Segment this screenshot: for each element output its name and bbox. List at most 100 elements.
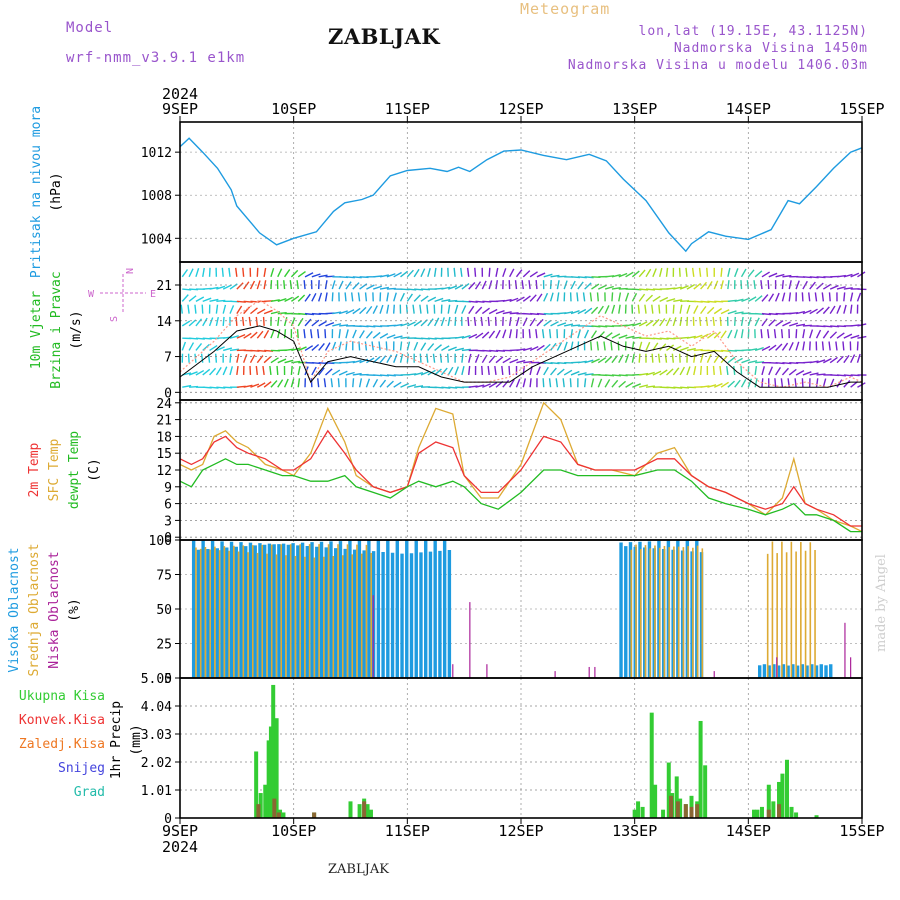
- wind-barb: [775, 366, 782, 376]
- y-tick-label: 15: [156, 447, 172, 462]
- y-tick-label: 0: [164, 672, 172, 687]
- model-label: Model: [66, 20, 114, 36]
- y-tick-label: 0: [164, 531, 172, 546]
- wind-barb: [631, 341, 635, 351]
- wind-barb: [713, 382, 723, 388]
- wind-barb: [195, 318, 203, 327]
- wind-barb: [651, 353, 654, 363]
- wind-barb: [345, 309, 355, 315]
- wind-barb: [379, 274, 390, 278]
- wind-barb: [822, 283, 832, 290]
- y-tick-label: 50: [156, 603, 172, 618]
- wind-barb: [407, 384, 417, 388]
- wind-barb: [850, 334, 860, 339]
- wind-barb: [325, 368, 333, 376]
- wind-compass: W E N S: [88, 268, 156, 322]
- wind-barb: [516, 348, 526, 352]
- wind-barb: [740, 378, 747, 388]
- wind-barb: [665, 317, 671, 327]
- wind-barb: [727, 329, 733, 339]
- y-axis-label: Pritisak na nivou mora: [29, 106, 44, 278]
- wind-barb: [365, 330, 373, 339]
- wind-barb: [809, 281, 816, 290]
- wind-barb: [569, 378, 572, 388]
- wind-barb: [529, 346, 539, 352]
- wind-barb: [345, 360, 355, 364]
- precip-bar: [640, 806, 645, 818]
- wind-barb: [365, 305, 373, 315]
- wind-barb: [523, 360, 533, 364]
- wind-barb: [638, 321, 648, 327]
- wind-barb: [324, 342, 331, 351]
- wind-barb: [393, 354, 398, 363]
- wind-barb: [816, 307, 824, 315]
- wind-barb: [816, 282, 824, 290]
- wind-barb: [693, 305, 699, 314]
- wind-barb: [441, 286, 451, 290]
- wind-barb: [331, 292, 334, 302]
- precip-bar: [789, 806, 794, 818]
- wind-barb: [215, 316, 219, 327]
- wind-barb: [461, 334, 471, 339]
- wind-barb: [188, 295, 197, 302]
- wind-barb: [454, 284, 464, 290]
- wind-barb: [596, 341, 599, 351]
- wind-barb: [658, 267, 663, 277]
- wind-barb: [202, 297, 212, 303]
- wind-barb: [241, 316, 245, 326]
- wind-barb: [734, 329, 738, 339]
- wind-barb: [419, 304, 422, 314]
- pressure-line: [179, 137, 863, 253]
- wind-barb: [638, 269, 646, 278]
- wind-barb: [638, 293, 646, 302]
- wind-barb: [556, 368, 565, 376]
- wind-barb: [618, 354, 624, 364]
- wind-barb: [181, 269, 189, 278]
- precip-bar: [784, 759, 789, 818]
- wind-barb: [686, 283, 696, 290]
- wind-barb: [248, 316, 252, 326]
- wind-barb: [263, 381, 272, 388]
- wind-barb: [645, 319, 654, 327]
- wind-barb: [564, 323, 574, 327]
- wind-barb: [413, 372, 424, 376]
- wind-barb: [379, 379, 387, 388]
- wind-barb: [352, 372, 362, 376]
- wind-barb: [214, 353, 218, 363]
- wind-barb: [707, 384, 717, 388]
- wind-barb: [345, 281, 352, 290]
- wind-barb: [488, 355, 496, 364]
- wind-barb: [563, 369, 573, 376]
- precip-bar: [268, 726, 273, 818]
- wind-barb: [577, 281, 584, 290]
- wind-barb: [352, 307, 361, 315]
- wind-barb: [604, 285, 614, 290]
- precip-bar: [794, 812, 799, 818]
- wind-barb: [691, 267, 695, 277]
- y-axis-label: Brzina i Pravac: [49, 271, 64, 388]
- wind-barb: [474, 354, 480, 363]
- x-tick-label-top: 9SEP: [162, 100, 198, 118]
- wind-barb: [393, 335, 403, 339]
- wind-barb: [754, 378, 758, 388]
- wind-barb: [618, 272, 628, 278]
- wind-barb: [195, 369, 205, 376]
- wind-barb: [543, 343, 551, 351]
- footer-station: ZABLJAK: [328, 862, 389, 877]
- wind-barb: [290, 295, 300, 302]
- y-tick-label: 9: [164, 481, 172, 496]
- wind-barb: [277, 297, 287, 303]
- wind-barb: [352, 359, 362, 364]
- y-axis-label: dewpt Temp: [67, 431, 82, 509]
- wind-barb: [664, 353, 668, 363]
- wind-barb: [508, 316, 512, 326]
- compass-west: W: [88, 289, 95, 300]
- wind-barb: [488, 330, 496, 339]
- wind-barb: [645, 385, 656, 388]
- y-tick-label: 3: [164, 514, 172, 529]
- wind-barb: [733, 316, 736, 326]
- wind-barb: [843, 287, 853, 290]
- y-tick-label: 25: [156, 638, 172, 653]
- wind-barb: [488, 308, 498, 315]
- wind-speed-line: [179, 325, 862, 388]
